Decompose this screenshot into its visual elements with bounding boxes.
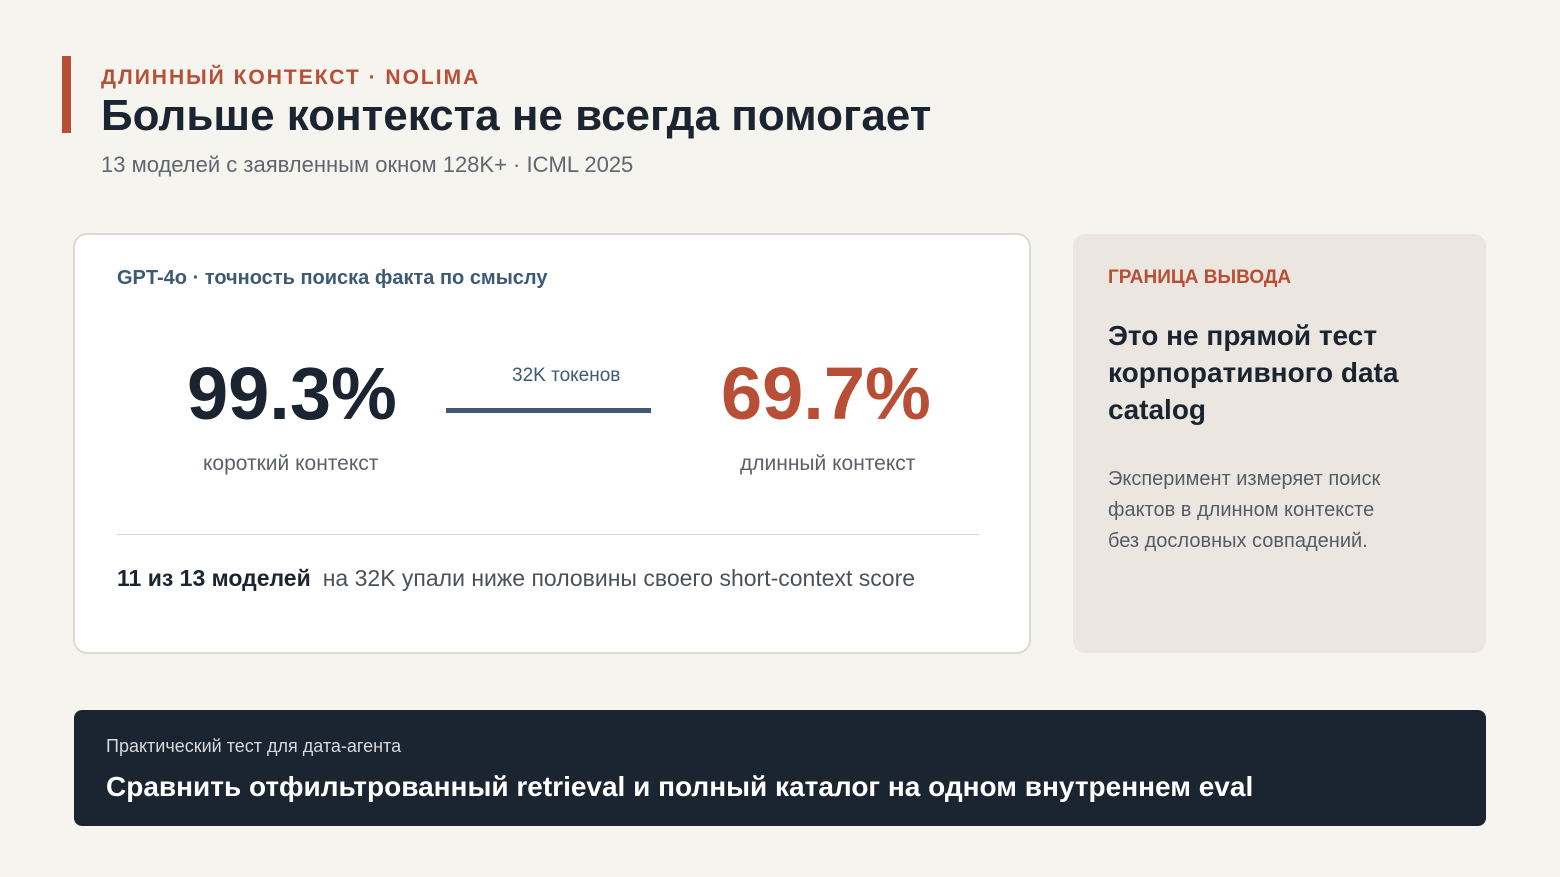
banner-label: Практический тест для дата-агента xyxy=(106,736,402,756)
page-title: Больше контекста не всегда помогает xyxy=(101,91,932,140)
banner-title: Сравнить отфильтрованный retrieval и пол… xyxy=(106,771,1254,802)
caveat-card: ГРАНИЦА ВЫВОДА Это не прямой тест корпор… xyxy=(1073,234,1486,653)
accent-bar xyxy=(62,56,71,133)
caveat-title: Это не прямой тест корпоративного data c… xyxy=(1108,320,1399,425)
long-context-value: 69.7% xyxy=(721,352,931,435)
card-label: GPT-4o · точность поиска факта по смыслу xyxy=(117,267,548,289)
short-context-value: 99.3% xyxy=(187,352,397,435)
stats-card: GPT-4o · точность поиска факта по смыслу… xyxy=(73,233,1031,654)
eyebrow: ДЛИННЫЙ КОНТЕКСТ · NOLIMA xyxy=(101,66,481,89)
divider xyxy=(117,534,979,535)
page-subtitle: 13 моделей с заявленным окном 128K+ · IC… xyxy=(101,152,634,177)
caveat-body: Эксперимент измеряет поиск фактов в длин… xyxy=(1108,468,1381,552)
practical-test-banner: Практический тест для дата-агента Сравни… xyxy=(74,710,1486,826)
caveat-label: ГРАНИЦА ВЫВОДА xyxy=(1108,267,1292,288)
connector-label: 32K токенов xyxy=(512,365,621,386)
short-context-caption: короткий контекст xyxy=(203,452,379,475)
long-context-caption: длинный контекст xyxy=(740,452,916,475)
connector-line xyxy=(446,408,651,413)
summary-strong: 11 из 13 моделей xyxy=(117,565,311,591)
summary: 11 из 13 моделей на 32K упали ниже полови… xyxy=(117,565,915,592)
summary-rest: на 32K упали ниже половины своего short-… xyxy=(322,565,916,591)
